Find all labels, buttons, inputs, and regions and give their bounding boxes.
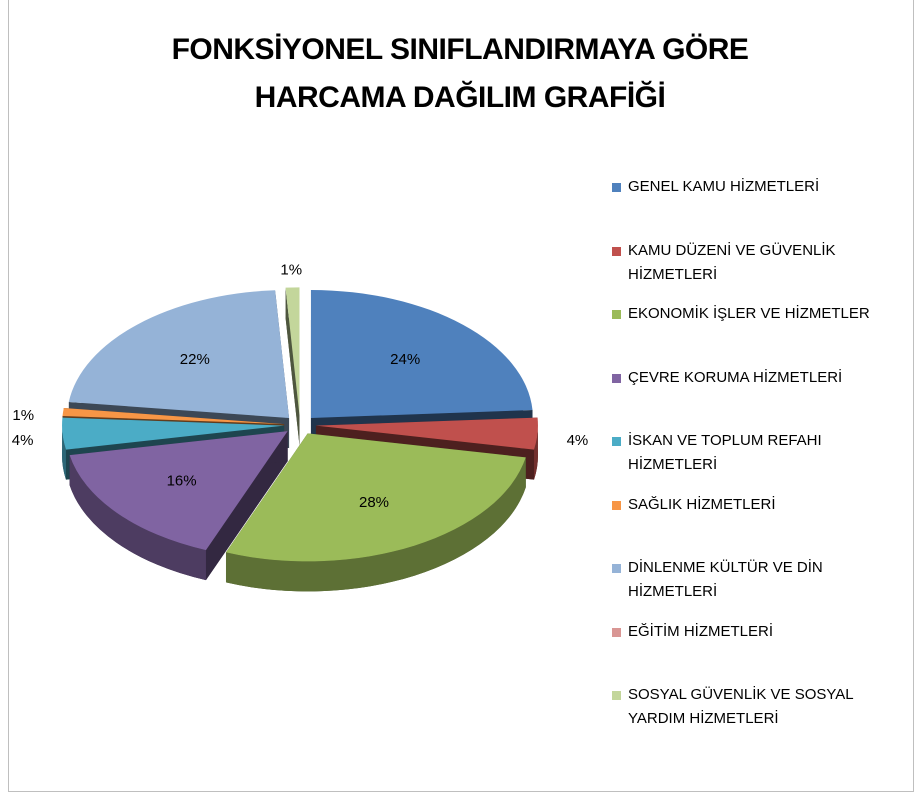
slice (285, 287, 300, 446)
legend-swatch (612, 500, 621, 510)
slice-top (62, 417, 285, 450)
legend-swatch (612, 183, 621, 192)
legend-label: GENEL KAMU HİZMETLERİ (628, 178, 820, 195)
data-label: 1% (280, 261, 302, 278)
slice-top (225, 433, 526, 562)
legend-swatch (612, 310, 621, 319)
legend-swatch (612, 564, 621, 573)
slice-top (62, 408, 285, 425)
legend-item: EKONOMİK İŞLER VE HİZMETLER (610, 302, 900, 326)
legend-label: DİNLENME KÜLTÜR VE DİN HİZMETLERİ (628, 559, 823, 600)
slice-top (310, 290, 533, 419)
slice-top (285, 287, 300, 416)
legend-swatch (612, 437, 621, 446)
legend-item: SAĞLIK HİZMETLERİ (610, 493, 900, 517)
data-label: 16% (167, 473, 197, 490)
legend-swatch (612, 691, 621, 700)
legend-swatch (612, 373, 621, 383)
data-label: 22% (180, 351, 210, 368)
slice-top (315, 417, 538, 450)
data-label: 4% (567, 432, 589, 449)
slice-side (62, 425, 66, 480)
slice-side (225, 457, 526, 592)
legend-item: EĞİTİM HİZMETLERİ (610, 620, 900, 644)
legend-label: ÇEVRE KORUMA HİZMETLERİ (628, 368, 843, 386)
data-label: 1% (12, 407, 34, 424)
data-label: 28% (359, 494, 389, 511)
legend-item: KAMU DÜZENİ VE GÜVENLİK HİZMETLERİ (610, 239, 900, 287)
slice-top (69, 431, 288, 551)
legend-item: DİNLENME KÜLTÜR VE DİN HİZMETLERİ (610, 556, 900, 604)
slice (225, 433, 526, 592)
slice-side (69, 455, 206, 581)
chart-title: FONKSİYONEL SINIFLANDIRMAYA GÖRE HARCAMA… (171, 33, 749, 114)
slice-cut (205, 431, 288, 581)
legend-swatch (612, 627, 621, 637)
slice (69, 431, 288, 581)
legend-label: SAĞLIK HİZMETLERİ (628, 495, 776, 513)
legend-item: İSKAN VE TOPLUM REFAHI HİZMETLERİ (610, 429, 900, 477)
data-label: 24% (390, 351, 420, 368)
slice-side (534, 425, 538, 480)
legend-label: EĞİTİM HİZMETLERİ (628, 622, 774, 640)
chart-frame (8, 0, 914, 792)
legend-swatch (612, 246, 621, 256)
legend-label: EKONOMİK İŞLER VE HİZMETLER (628, 305, 870, 322)
slice-top (68, 290, 290, 419)
legend-label: İSKAN VE TOPLUM REFAHI HİZMETLERİ (628, 432, 822, 473)
legend-item: GENEL KAMU HİZMETLERİ (610, 175, 900, 199)
legend-item: SOSYAL GÜVENLİK VE SOSYAL YARDIM HİZMETL… (610, 683, 900, 731)
legend-item: ÇEVRE KORUMA HİZMETLERİ (610, 366, 900, 390)
legend-label: KAMU DÜZENİ VE GÜVENLİK HİZMETLERİ (628, 241, 836, 283)
slice-cut (285, 287, 300, 446)
data-label: 4% (12, 432, 34, 449)
legend-label: SOSYAL GÜVENLİK VE SOSYAL YARDIM HİZMETL… (628, 686, 854, 727)
